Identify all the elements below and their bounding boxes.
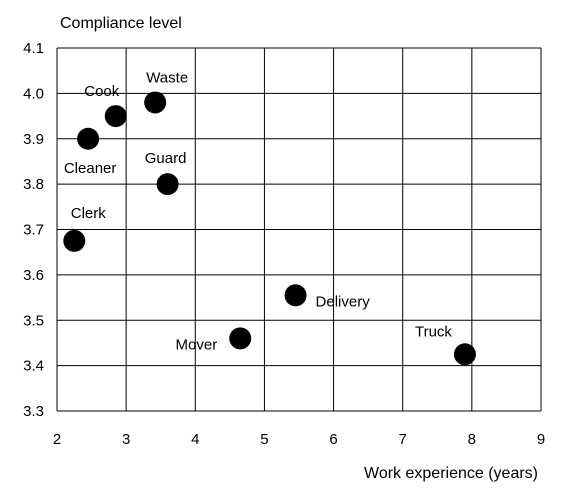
- x-tick-label: 7: [399, 431, 407, 448]
- point-label-waste: Waste: [146, 69, 188, 86]
- data-point-truck: [453, 343, 476, 366]
- y-tick-label: 3.6: [23, 267, 44, 284]
- x-tick-label: 5: [260, 431, 268, 448]
- y-tick-label: 4.0: [23, 85, 44, 102]
- x-tick-label: 4: [191, 431, 199, 448]
- point-label-mover: Mover: [176, 336, 218, 353]
- data-point-guard: [156, 173, 179, 196]
- y-tick-label: 3.3: [23, 403, 44, 420]
- x-tick-label: 3: [122, 431, 130, 448]
- y-tick-label: 3.5: [23, 312, 44, 329]
- y-tick-label: 3.9: [23, 131, 44, 148]
- x-tick-label: 2: [53, 431, 61, 448]
- x-axis-ticks: 2 3 4 5 6 7 8 9: [53, 431, 545, 448]
- point-label-delivery: Delivery: [316, 293, 371, 310]
- point-label-clerk: Clerk: [71, 205, 107, 222]
- x-tick-label: 9: [537, 431, 545, 448]
- data-point-cook: [104, 105, 127, 128]
- y-axis-title: Compliance level: [60, 15, 182, 32]
- point-label-guard: Guard: [145, 150, 187, 167]
- y-tick-label: 3.7: [23, 222, 44, 239]
- data-points: [63, 91, 476, 366]
- x-axis-title: Work experience (years): [364, 465, 538, 482]
- y-tick-label: 3.4: [23, 358, 44, 375]
- data-point-mover: [229, 327, 252, 350]
- point-label-cook: Cook: [84, 83, 120, 100]
- y-tick-label: 3.8: [23, 176, 44, 193]
- y-axis-ticks: 3.3 3.4 3.5 3.6 3.7 3.8 3.9 4.0 4.1: [23, 40, 44, 420]
- point-labels: Cook Waste Cleaner Guard Clerk Delivery Mover T…: [64, 69, 453, 353]
- data-point-delivery: [284, 284, 307, 307]
- y-tick-label: 4.1: [23, 40, 44, 57]
- grid: [56, 47, 542, 412]
- x-tick-label: 8: [468, 431, 476, 448]
- point-label-truck: Truck: [415, 323, 452, 340]
- point-label-cleaner: Cleaner: [64, 160, 117, 177]
- x-tick-label: 6: [329, 431, 337, 448]
- data-point-waste: [144, 91, 167, 114]
- data-point-clerk: [63, 229, 86, 252]
- data-point-cleaner: [77, 127, 100, 150]
